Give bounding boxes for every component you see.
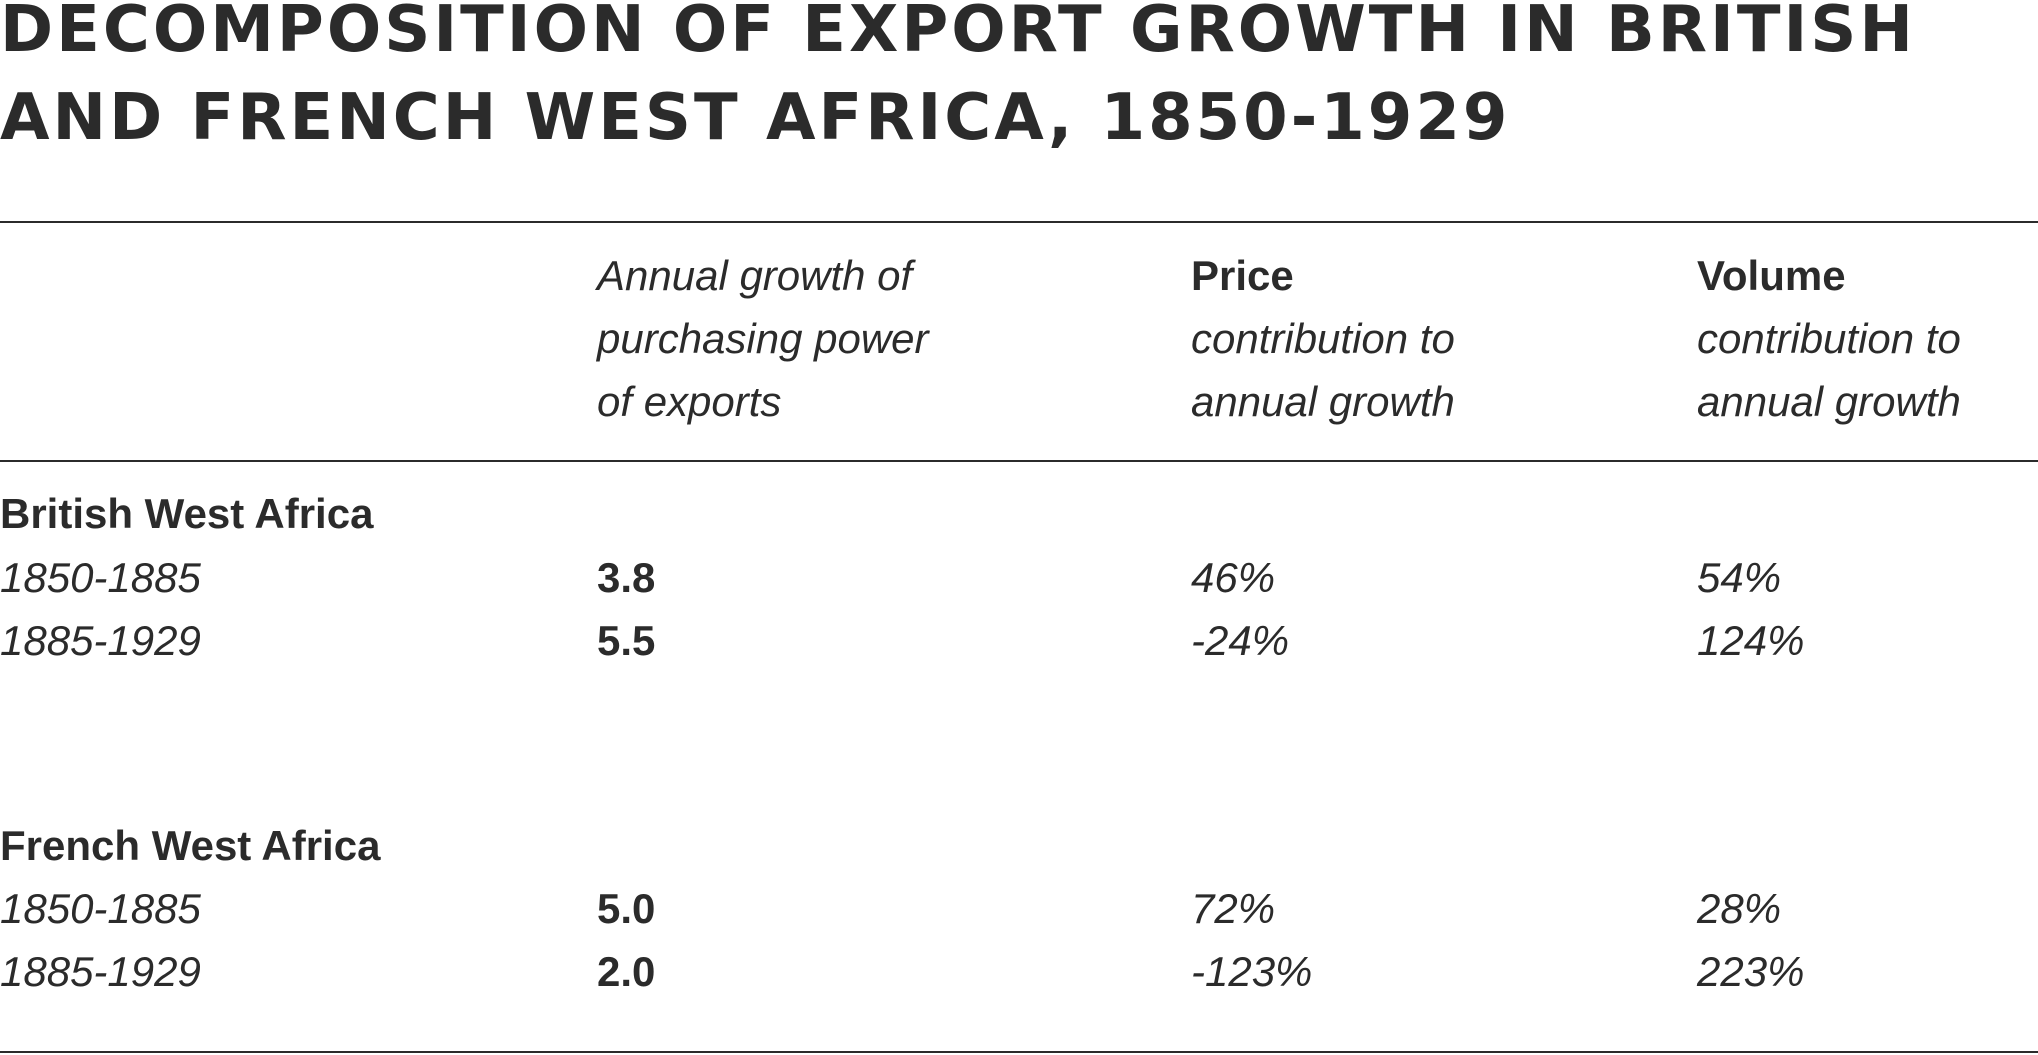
- row-growth-value: 3.8: [597, 554, 656, 601]
- header-price-line-2: contribution to: [1191, 315, 1455, 362]
- header-purchasing-power: Annual growth of purchasing power of exp…: [597, 244, 929, 433]
- row-period: 1885-1929: [0, 948, 201, 995]
- table-bottom-rule: [0, 1051, 2038, 1053]
- header-volume-line-2: contribution to: [1697, 315, 1961, 362]
- row-growth-value: 5.5: [597, 617, 656, 664]
- table-top-rule: [0, 221, 2038, 223]
- title-line-1: DECOMPOSITION OF EXPORT GROWTH IN BRITIS…: [0, 0, 1916, 67]
- row-volume-contribution: 223%: [1697, 948, 1805, 995]
- row-period: 1850-1885: [0, 885, 201, 932]
- row-price-contribution: -24%: [1191, 617, 1290, 664]
- header-price-contribution: Price contribution to annual growth: [1191, 244, 1455, 433]
- row-period: 1885-1929: [0, 617, 201, 664]
- header-purchasing-power-line-3: of exports: [597, 378, 782, 425]
- row-volume-contribution: 54%: [1697, 554, 1782, 601]
- row-growth-value: 2.0: [597, 948, 656, 995]
- header-purchasing-power-line-1: Annual growth of: [597, 252, 913, 299]
- row-price-contribution: 72%: [1191, 885, 1276, 932]
- header-volume-label: Volume: [1697, 252, 1846, 299]
- row-growth-value: 5.0: [597, 885, 656, 932]
- header-price-label: Price: [1191, 252, 1294, 299]
- header-purchasing-power-line-2: purchasing power: [597, 315, 929, 362]
- title-line-2: AND FRENCH WEST AFRICA, 1850-1929: [0, 81, 1511, 155]
- row-volume-contribution: 124%: [1697, 617, 1805, 664]
- header-price-line-3: annual growth: [1191, 378, 1455, 425]
- row-period: 1850-1885: [0, 554, 201, 601]
- row-volume-contribution: 28%: [1697, 885, 1782, 932]
- page-title: DECOMPOSITION OF EXPORT GROWTH IN BRITIS…: [0, 0, 1916, 162]
- row-price-contribution: 46%: [1191, 554, 1276, 601]
- table-header-rule: [0, 460, 2038, 462]
- row-price-contribution: -123%: [1191, 948, 1313, 995]
- group-label-british-west-africa: British West Africa: [0, 490, 374, 537]
- group-label-french-west-africa: French West Africa: [0, 822, 381, 869]
- header-volume-line-3: annual growth: [1697, 378, 1961, 425]
- header-volume-contribution: Volume contribution to annual growth: [1697, 244, 1961, 433]
